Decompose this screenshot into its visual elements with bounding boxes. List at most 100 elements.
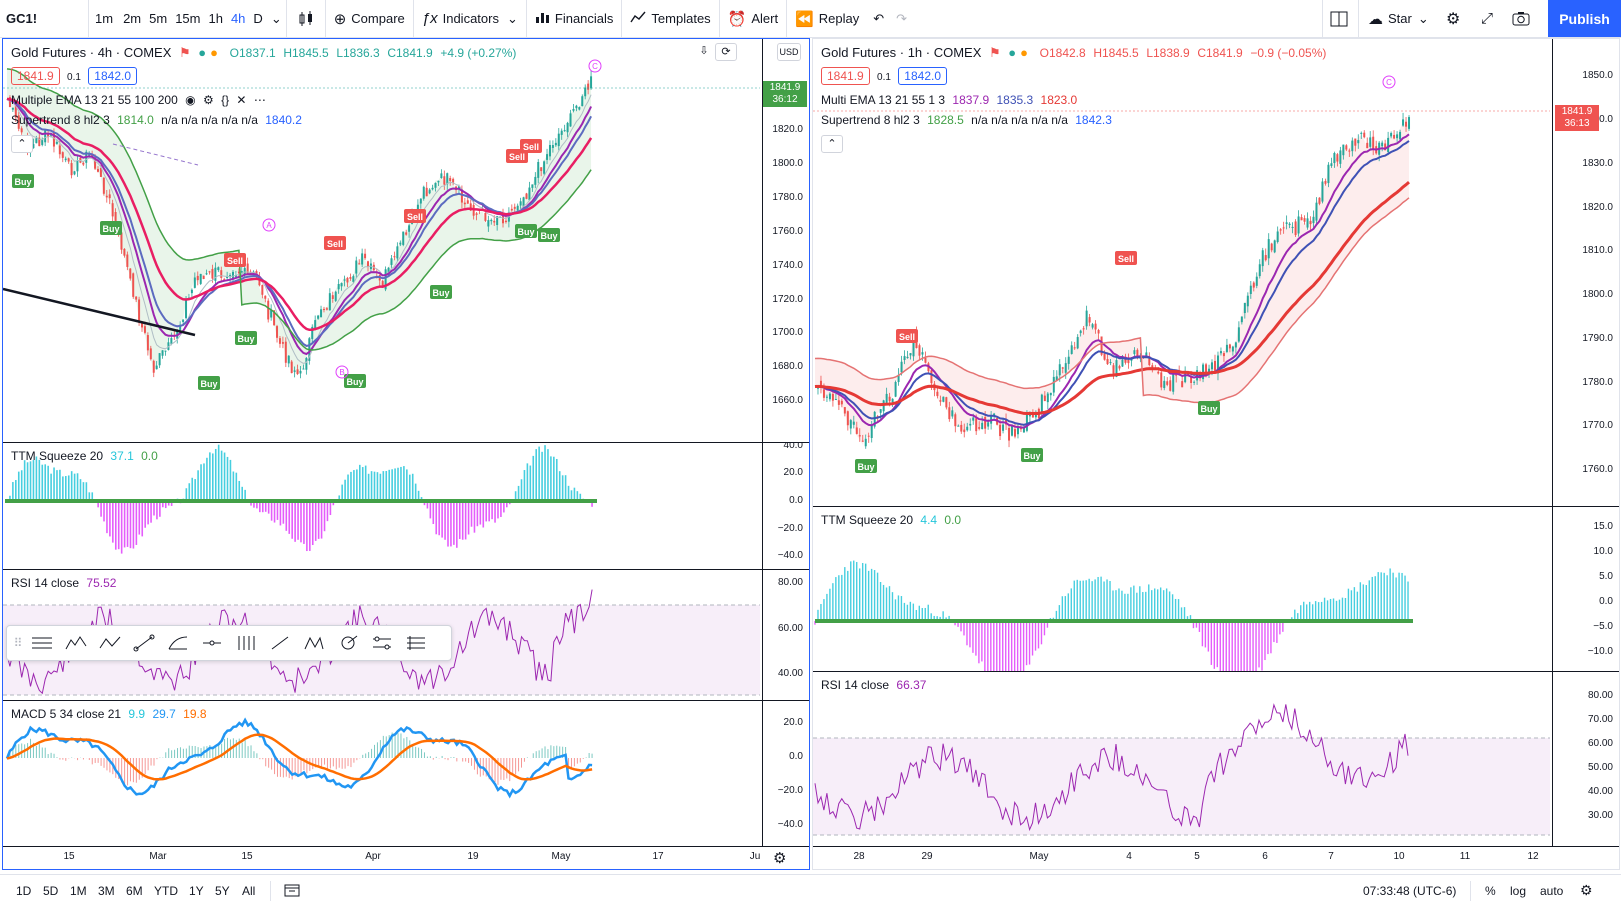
- vertical-lines-icon[interactable]: [229, 628, 263, 658]
- toolbar-divider: [1358, 0, 1359, 38]
- price-axis[interactable]: 1850.0 1840.0 1830.0 1820.0 1810.0 1800.…: [1552, 39, 1619, 506]
- pattern-icon[interactable]: [297, 628, 331, 658]
- interval-1h[interactable]: 1h: [208, 11, 223, 26]
- gear-icon[interactable]: ⚙: [773, 850, 787, 867]
- settings-icon[interactable]: ⚙: [1580, 882, 1593, 898]
- fib-icon[interactable]: [161, 628, 195, 658]
- date-range-icon[interactable]: [284, 882, 300, 901]
- alert-button[interactable]: ⏰ Alert: [720, 0, 786, 38]
- gann-icon[interactable]: [331, 628, 365, 658]
- price-candle: [1402, 119, 1405, 126]
- range-3m[interactable]: 3M: [98, 884, 115, 898]
- currency-label[interactable]: USD: [777, 43, 801, 61]
- rsi-pane[interactable]: 80.00 70.00 60.00 50.00 40.00 30.00 RSI …: [813, 672, 1619, 846]
- clock-time[interactable]: 07:33:48 (UTC-6): [1363, 884, 1457, 898]
- buy-price-button[interactable]: 1842.0: [898, 67, 947, 85]
- left-chart[interactable]: Buy Buy Buy Buy Buy Buy Buy Buy Sell Sell Sell Sell…: [2, 38, 810, 870]
- interval-15m[interactable]: 15m: [175, 11, 201, 26]
- ruler-icon[interactable]: [365, 628, 399, 658]
- price-tick: 1830.0: [1582, 158, 1613, 169]
- toolbar-divider: [621, 0, 623, 38]
- more-icon[interactable]: ⋯: [253, 93, 266, 107]
- price-plot[interactable]: Buy Buy Buy Sell Sell C: [813, 39, 1619, 507]
- right-chart[interactable]: Buy Buy Buy Sell Sell C 1850.0 1840.0 1830.0 …: [812, 38, 1620, 870]
- sell-price-button[interactable]: 1841.9: [821, 67, 870, 85]
- lines-icon[interactable]: [25, 628, 59, 658]
- symbol-search[interactable]: GC1!: [6, 11, 38, 26]
- collapse-legend-icon[interactable]: ⌃: [821, 135, 843, 153]
- sync-icon[interactable]: ⟳: [715, 43, 737, 61]
- redo-icon[interactable]: ↷: [896, 10, 908, 26]
- price-candle: [349, 277, 352, 279]
- star-button[interactable]: ☁ Star ⌄: [1362, 0, 1435, 38]
- price-axis[interactable]: USD 1820.0 1800.0 1780.0 1760.0 1740.0 1…: [762, 39, 809, 442]
- compare-button[interactable]: ⊕ Compare: [326, 0, 413, 38]
- price-pane[interactable]: Buy Buy Buy Sell Sell C 1850.0 1840.0 1830.0 …: [813, 39, 1619, 507]
- indicators-button[interactable]: ƒx Indicators ⌄: [414, 0, 526, 38]
- drag-handle-icon[interactable]: ⠿: [13, 636, 23, 650]
- time-axis[interactable]: 28 29 May 4 5 6 7 10 11 12: [813, 846, 1619, 870]
- interval-d[interactable]: D: [253, 11, 263, 26]
- price-candle: [214, 267, 217, 281]
- range-6m[interactable]: 6M: [126, 884, 143, 898]
- ttm-pane[interactable]: 40.0 20.0 0.0 −20.0 −40.0 TTM Squeeze 20…: [3, 443, 809, 570]
- candles-icon[interactable]: [287, 0, 325, 38]
- range-ytd[interactable]: YTD: [154, 884, 178, 898]
- templates-button[interactable]: Templates: [622, 0, 718, 38]
- buy-price-button[interactable]: 1842.0: [88, 67, 137, 85]
- interval-2m[interactable]: 2m: [123, 11, 142, 26]
- interval-5m[interactable]: 5m: [149, 11, 168, 26]
- gear-icon[interactable]: ⚙: [1446, 10, 1461, 28]
- price-candle: [264, 295, 267, 299]
- abc-pattern-icon[interactable]: [93, 628, 127, 658]
- horizontal-ray-icon[interactable]: [195, 628, 229, 658]
- time-tick: 19: [467, 851, 479, 862]
- time-axis[interactable]: 15 Mar 15 Apr 19 May 17 Ju ⚙: [3, 846, 809, 870]
- ttm-pane[interactable]: 15.0 10.0 5.0 0.0 −5.0 −10.0 TTM Squeeze…: [813, 507, 1619, 672]
- range-1m[interactable]: 1M: [70, 884, 87, 898]
- flag-icon[interactable]: ⚑: [989, 45, 1001, 60]
- collapse-legend-icon[interactable]: ⌃: [11, 135, 33, 153]
- undo-icon[interactable]: ↶: [873, 10, 885, 26]
- publish-button[interactable]: Publish: [1548, 0, 1621, 37]
- range-1d[interactable]: 1D: [16, 884, 32, 898]
- eye-icon[interactable]: ◉: [185, 93, 196, 107]
- replay-button[interactable]: ⏪ Replay: [787, 0, 867, 38]
- ttm-plot[interactable]: [813, 507, 1619, 672]
- price-candle: [434, 182, 437, 188]
- range-1y[interactable]: 1Y: [189, 884, 204, 898]
- range-5y[interactable]: 5Y: [215, 884, 230, 898]
- range-all[interactable]: All: [242, 884, 256, 898]
- macd-plot[interactable]: [3, 701, 809, 846]
- sell-price-button[interactable]: 1841.9: [11, 67, 60, 85]
- chevron-down-icon[interactable]: ⌄: [270, 10, 282, 26]
- financials-button[interactable]: Financials: [527, 0, 622, 38]
- brush-icon[interactable]: [127, 628, 161, 658]
- interval-4h[interactable]: 4h: [230, 11, 246, 26]
- position-icon[interactable]: [399, 628, 433, 658]
- log-toggle[interactable]: log: [1510, 884, 1527, 898]
- elliott-wave-icon[interactable]: [59, 628, 93, 658]
- macd-pane[interactable]: 20.0 0.0 −20.0 −40.0 MACD 5 34 close 21 …: [3, 701, 809, 846]
- ttm-plot[interactable]: [3, 443, 809, 570]
- camera-icon[interactable]: [1506, 0, 1536, 38]
- layout-icon[interactable]: [1330, 0, 1348, 38]
- rsi-plot[interactable]: [813, 672, 1619, 846]
- auto-toggle[interactable]: auto: [1540, 884, 1564, 898]
- drawing-toolbar[interactable]: ⠿: [6, 625, 452, 661]
- price-candle: [328, 293, 331, 311]
- settings-icon[interactable]: ⚙: [202, 93, 214, 107]
- flag-icon[interactable]: ⚑: [179, 45, 191, 60]
- percent-toggle[interactable]: %: [1485, 884, 1496, 898]
- download-icon[interactable]: ⇩: [693, 43, 715, 61]
- price-pane[interactable]: Buy Buy Buy Buy Buy Buy Buy Buy Sell Sell Sell Sell…: [3, 39, 809, 443]
- range-5d[interactable]: 5D: [43, 884, 59, 898]
- close-icon[interactable]: ✕: [236, 93, 247, 107]
- rsi-band: [813, 738, 1550, 835]
- fullscreen-icon[interactable]: ⤢: [1481, 10, 1494, 27]
- interval-1m[interactable]: 1m: [95, 11, 114, 26]
- source-code-icon[interactable]: {}: [221, 93, 230, 107]
- trendline-icon[interactable]: [263, 628, 297, 658]
- ttm-tick: 40.0: [783, 443, 803, 451]
